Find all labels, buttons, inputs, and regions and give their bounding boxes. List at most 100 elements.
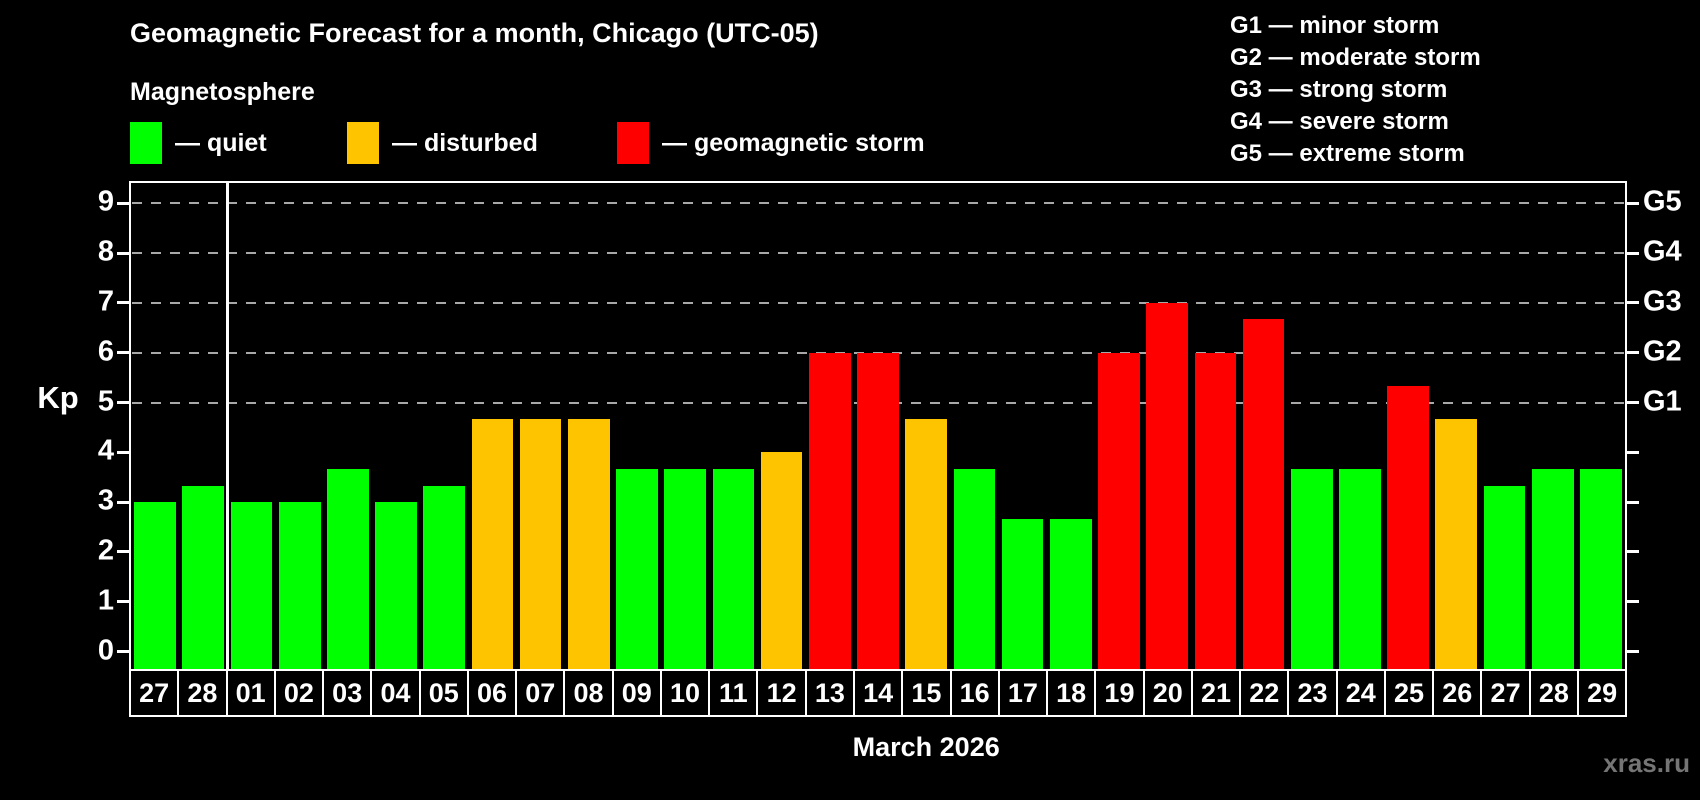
right-tick-6: [1625, 351, 1639, 355]
y-tick-label-9: 9: [97, 185, 114, 218]
legend-disturbed-label: — disturbed: [392, 128, 538, 157]
day-label-17: 17: [997, 671, 1046, 715]
bar-day-17: [1001, 518, 1044, 669]
magnetosphere-label: Magnetosphere: [130, 78, 315, 106]
day-label-28: 28: [1528, 671, 1577, 715]
day-label-09: 09: [611, 671, 660, 715]
x-axis-title: March 2026: [852, 732, 1000, 762]
bar-day-16: [953, 468, 996, 669]
right-tick-7: [1625, 301, 1639, 305]
day-label-10: 10: [659, 671, 708, 715]
bar-day-27: [134, 502, 176, 669]
left-tick-6: [117, 351, 131, 355]
bar-day-26: [1435, 418, 1478, 669]
g-axis-label-g4: G4: [1643, 235, 1682, 268]
bar-day-02: [278, 502, 321, 669]
g-scale-line-g4: G4 — severe storm: [1230, 108, 1449, 135]
gridline-kp8: [132, 252, 1624, 255]
legend-item-disturbed: — disturbed: [347, 120, 538, 166]
left-tick-3: [117, 500, 131, 504]
right-tick-8: [1625, 251, 1639, 255]
left-tick-9: [117, 201, 131, 205]
day-label-16: 16: [949, 671, 998, 715]
right-tick-9: [1625, 201, 1639, 205]
g-axis-label-g2: G2: [1643, 335, 1682, 368]
gridline-kp7: [132, 301, 1624, 304]
right-tick-2: [1625, 550, 1639, 554]
day-label-25: 25: [1383, 671, 1432, 715]
disturbed-color-swatch: [347, 122, 379, 164]
left-tick-7: [117, 301, 131, 305]
bar-day-20: [1146, 302, 1188, 669]
bar-day-03: [327, 468, 369, 669]
storm-color-swatch: [617, 122, 649, 164]
right-tick-1: [1625, 600, 1639, 604]
bar-day-27: [1483, 485, 1526, 669]
legend-item-quiet: — quiet: [130, 120, 267, 166]
bar-day-06: [471, 418, 514, 669]
left-tick-4: [117, 450, 131, 454]
g-axis-label-g1: G1: [1643, 385, 1682, 418]
day-label-27: 27: [1480, 671, 1528, 715]
y-tick-label-1: 1: [97, 584, 114, 617]
legend-storm-label: — geomagnetic storm: [662, 128, 925, 157]
g-axis-label-g3: G3: [1643, 285, 1682, 318]
day-label-03: 03: [322, 671, 370, 715]
bar-day-07: [519, 418, 562, 669]
day-label-22: 22: [1239, 671, 1287, 715]
y-tick-label-6: 6: [97, 335, 114, 368]
left-tick-1: [117, 600, 131, 604]
bar-day-25: [1387, 386, 1429, 669]
gridline-kp9: [132, 202, 1624, 205]
bar-day-21: [1194, 352, 1237, 669]
day-label-07: 07: [515, 671, 563, 715]
left-tick-0: [117, 650, 131, 653]
day-label-27-prev: 27: [139, 677, 170, 708]
bar-day-13: [808, 352, 851, 669]
bar-day-11: [712, 468, 755, 669]
bar-day-28: [1531, 468, 1574, 669]
y-tick-label-0: 0: [97, 634, 114, 667]
day-label-02: 02: [273, 671, 322, 715]
right-tick-4: [1625, 450, 1639, 454]
watermark: xras.ru: [1603, 748, 1690, 778]
day-label-19: 19: [1094, 671, 1142, 715]
y-tick-label-4: 4: [97, 434, 114, 467]
x-axis-day-strip: 27 28 01 02 03 04 05 06 07 08 09 10 11 12 13 14 15 16 17 18…: [129, 669, 1627, 717]
bar-day-28: [182, 485, 225, 669]
y-tick-label-3: 3: [97, 484, 114, 517]
day-label-29: 29: [1576, 671, 1625, 715]
bar-day-29: [1580, 468, 1622, 669]
left-tick-2: [117, 550, 131, 554]
bar-day-10: [664, 468, 707, 669]
bar-day-01: [230, 502, 273, 669]
bar-day-05: [423, 485, 466, 669]
right-tick-0: [1625, 650, 1639, 653]
legend-quiet-label: — quiet: [175, 128, 267, 157]
plot-frame: [129, 181, 1627, 669]
bar-day-15: [905, 418, 948, 669]
day-label-13: 13: [804, 671, 853, 715]
g-scale-line-g3: G3 — strong storm: [1230, 76, 1448, 103]
day-label-15: 15: [901, 671, 949, 715]
bar-day-12: [760, 452, 803, 669]
bar-day-22: [1242, 319, 1285, 669]
bar-day-08: [567, 418, 610, 669]
g-scale-line-g1: G1 — minor storm: [1230, 12, 1440, 39]
day-label-21: 21: [1190, 671, 1239, 715]
g-scale-line-g2: G2 — moderate storm: [1230, 44, 1481, 71]
bar-day-23: [1290, 468, 1333, 669]
legend-item-storm: — geomagnetic storm: [617, 120, 925, 166]
day-label-04: 04: [370, 671, 418, 715]
month-boundary-line: [225, 183, 229, 669]
day-label-18: 18: [1046, 671, 1094, 715]
day-label-05: 05: [418, 671, 467, 715]
day-label-24: 24: [1335, 671, 1384, 715]
day-label-20: 20: [1142, 671, 1191, 715]
bar-day-19: [1098, 352, 1140, 669]
bar-day-24: [1339, 468, 1381, 669]
bar-day-14: [857, 352, 899, 669]
day-label-06: 06: [466, 671, 515, 715]
day-label-08: 08: [563, 671, 611, 715]
left-tick-5: [117, 401, 131, 404]
